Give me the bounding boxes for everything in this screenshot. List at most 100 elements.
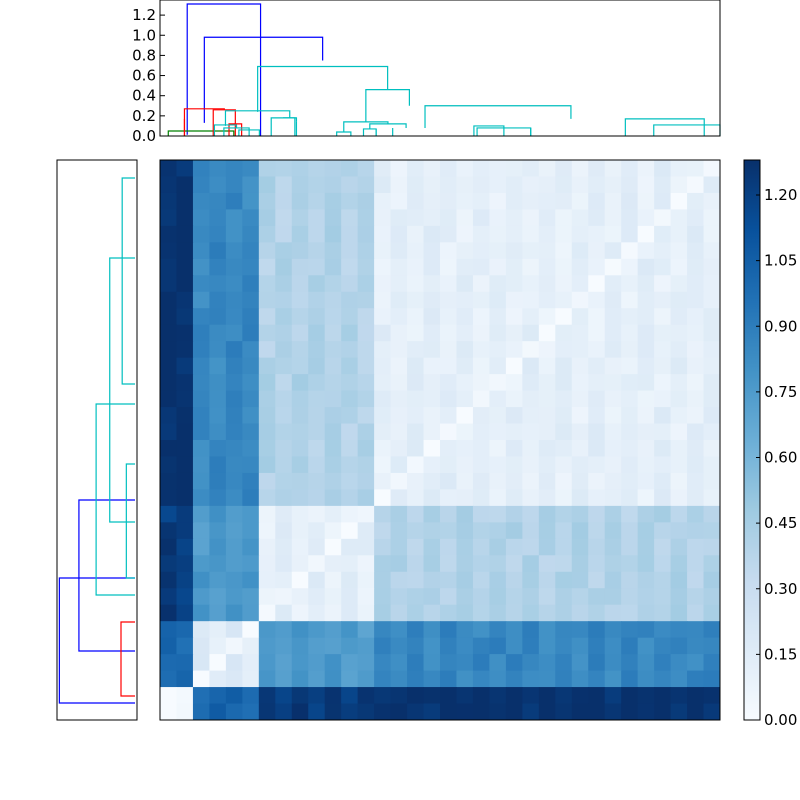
heatmap-cell bbox=[308, 275, 326, 293]
heatmap-cell bbox=[374, 505, 392, 523]
heatmap-cell bbox=[160, 687, 177, 705]
heatmap-cell bbox=[637, 225, 655, 243]
heatmap-cell bbox=[670, 374, 688, 392]
heatmap-cell bbox=[242, 324, 260, 342]
heatmap-cell bbox=[637, 324, 655, 342]
heatmap-cell bbox=[209, 703, 227, 721]
heatmap-cell bbox=[571, 538, 589, 556]
heatmap-cell bbox=[440, 423, 457, 441]
heatmap-cell bbox=[291, 456, 309, 474]
heatmap-cell bbox=[654, 192, 672, 210]
heatmap-cell bbox=[440, 555, 457, 573]
heatmap-cell bbox=[209, 522, 227, 540]
heatmap-cell bbox=[456, 522, 474, 540]
heatmap-cell bbox=[275, 621, 293, 639]
heatmap-cell bbox=[654, 390, 672, 408]
heatmap-cell bbox=[637, 538, 655, 556]
heatmap-cell bbox=[538, 621, 556, 639]
heatmap-cell bbox=[423, 192, 441, 210]
heatmap-cell bbox=[374, 407, 392, 425]
heatmap-cell bbox=[604, 571, 622, 589]
heatmap-cell bbox=[423, 308, 441, 326]
heatmap-cell bbox=[160, 555, 177, 573]
heatmap-cell bbox=[621, 571, 639, 589]
heatmap-cell bbox=[505, 687, 523, 705]
top-dendrogram-link bbox=[203, 36, 324, 123]
heatmap-cell bbox=[505, 555, 523, 573]
top-dendrogram-links bbox=[167, 3, 721, 136]
heatmap-cell bbox=[670, 703, 688, 721]
heatmap-cell bbox=[555, 604, 573, 622]
heatmap-cell bbox=[670, 390, 688, 408]
heatmap-cell bbox=[374, 472, 392, 490]
heatmap-cell bbox=[225, 538, 243, 556]
top-dendrogram-link bbox=[257, 65, 389, 112]
heatmap-cell bbox=[522, 291, 540, 309]
heatmap-cell bbox=[242, 160, 260, 177]
heatmap-cell bbox=[703, 456, 721, 474]
heatmap-cell bbox=[571, 522, 589, 540]
heatmap-cell bbox=[258, 225, 276, 243]
heatmap-cell bbox=[489, 423, 507, 441]
heatmap-cell bbox=[341, 637, 359, 655]
heatmap-cell bbox=[390, 505, 408, 523]
heatmap-cell bbox=[538, 374, 556, 392]
heatmap-cell bbox=[374, 621, 392, 639]
heatmap-cell bbox=[670, 291, 688, 309]
heatmap-cell bbox=[670, 522, 688, 540]
heatmap-cell bbox=[374, 242, 392, 260]
heatmap-cell bbox=[192, 242, 210, 260]
heatmap-cell bbox=[275, 291, 293, 309]
heatmap-cell bbox=[341, 407, 359, 425]
top-dendrogram-link bbox=[369, 123, 407, 129]
heatmap-cell bbox=[571, 472, 589, 490]
heatmap-cell bbox=[258, 407, 276, 425]
heatmap-cell bbox=[604, 324, 622, 342]
heatmap-cell bbox=[291, 176, 309, 194]
heatmap-cell bbox=[604, 687, 622, 705]
heatmap-cell bbox=[555, 588, 573, 606]
heatmap-cell bbox=[555, 176, 573, 194]
heatmap-cell bbox=[440, 341, 457, 359]
heatmap-cell bbox=[291, 357, 309, 375]
heatmap-cell bbox=[489, 670, 507, 688]
heatmap-cell bbox=[555, 505, 573, 523]
heatmap-cell bbox=[308, 324, 326, 342]
heatmap-cell bbox=[604, 209, 622, 227]
heatmap-cell bbox=[390, 242, 408, 260]
heatmap-cell bbox=[242, 209, 260, 227]
heatmap-cell bbox=[522, 423, 540, 441]
heatmap-cell bbox=[225, 621, 243, 639]
heatmap-cell bbox=[588, 456, 606, 474]
heatmap-cell bbox=[192, 621, 210, 639]
heatmap-cell bbox=[242, 440, 260, 457]
heatmap-cell bbox=[258, 291, 276, 309]
heatmap-cell bbox=[423, 670, 441, 688]
heatmap-cell bbox=[407, 374, 425, 392]
heatmap-cell bbox=[621, 440, 639, 457]
heatmap-cell bbox=[390, 258, 408, 276]
heatmap-cell bbox=[440, 374, 457, 392]
heatmap-cell bbox=[160, 604, 177, 622]
heatmap-cell bbox=[275, 308, 293, 326]
heatmap-cell bbox=[423, 505, 441, 523]
heatmap-cell bbox=[357, 423, 375, 441]
heatmap-cell bbox=[571, 604, 589, 622]
heatmap-cell bbox=[324, 604, 342, 622]
heatmap-cell bbox=[160, 588, 177, 606]
heatmap-cell bbox=[160, 621, 177, 639]
heatmap-cell bbox=[407, 258, 425, 276]
heatmap-cell bbox=[275, 538, 293, 556]
heatmap-cell bbox=[390, 687, 408, 705]
heatmap-cell bbox=[505, 571, 523, 589]
heatmap-cell bbox=[654, 505, 672, 523]
heatmap-cell bbox=[703, 390, 721, 408]
heatmap-cell bbox=[176, 308, 194, 326]
heatmap-cell bbox=[192, 258, 210, 276]
heatmap-cell bbox=[637, 291, 655, 309]
heatmap-cell bbox=[522, 670, 540, 688]
heatmap-cell bbox=[472, 604, 490, 622]
heatmap-cell bbox=[670, 357, 688, 375]
heatmap-cell bbox=[489, 489, 507, 507]
heatmap-cell bbox=[291, 505, 309, 523]
